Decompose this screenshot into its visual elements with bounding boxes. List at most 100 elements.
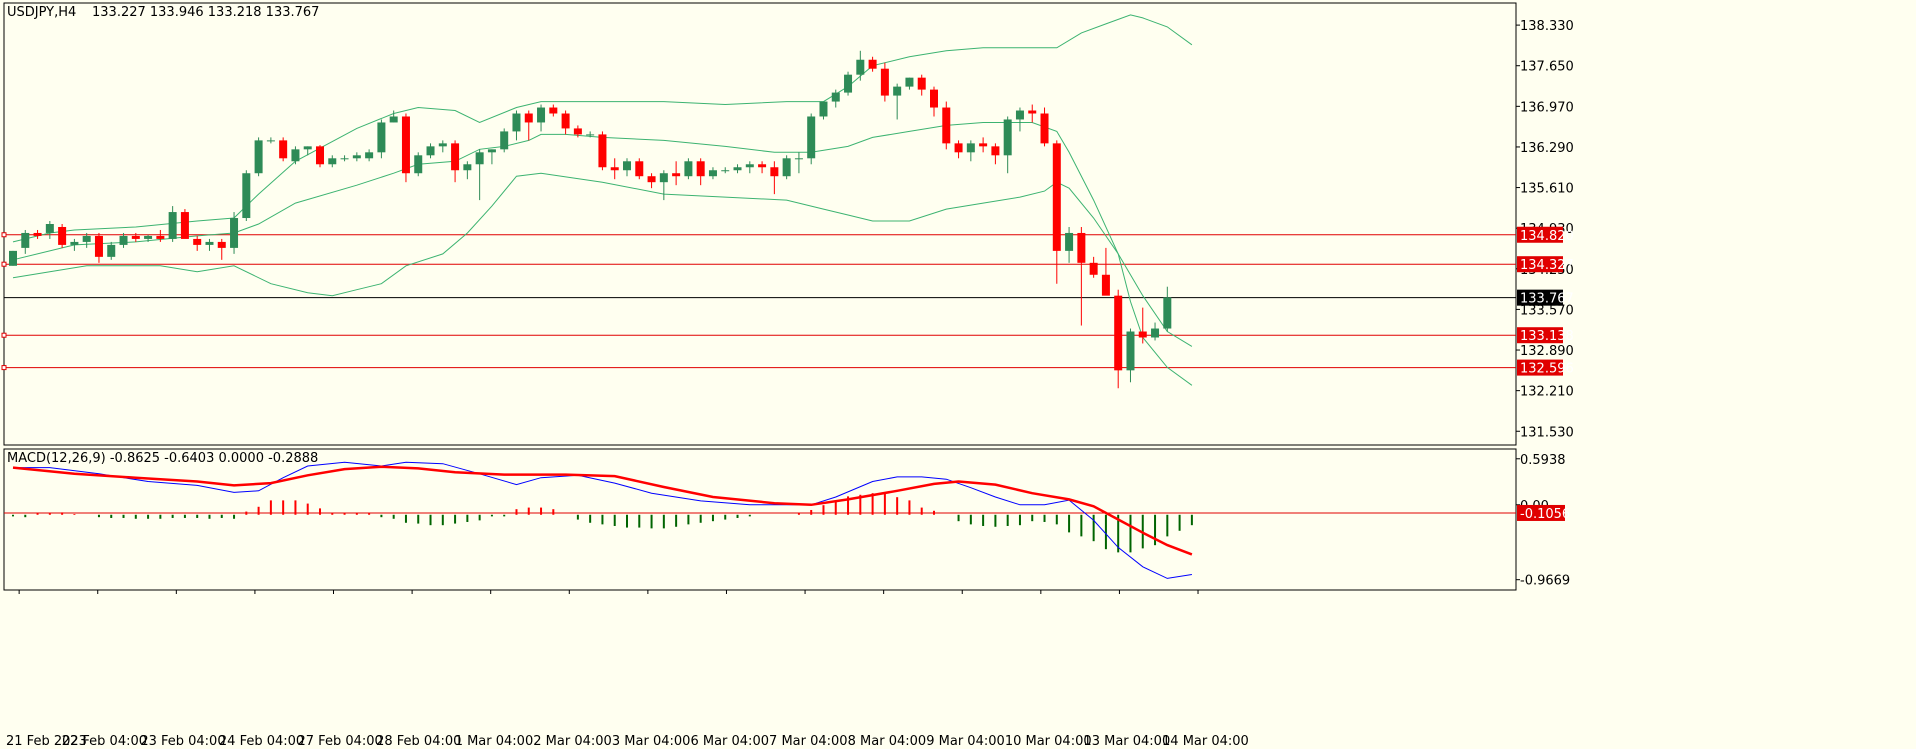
candle (1003, 116, 1012, 174)
hline-price-tag-label: 132.596 (1520, 362, 1574, 377)
time-tick-label: 10 Mar 04:00 (1005, 734, 1092, 749)
candle (365, 149, 374, 162)
candle (844, 71, 853, 96)
hline-anchor-1 (1, 261, 7, 267)
candle-body (807, 116, 816, 159)
candle-body (758, 164, 767, 168)
candle-body (659, 173, 668, 183)
candle-body (733, 167, 742, 171)
candle-body (1028, 110, 1037, 114)
symbol-label: USDJPY,H4 (7, 5, 76, 20)
candle-body (82, 235, 91, 242)
candle (1101, 247, 1110, 296)
candle (819, 101, 828, 120)
main-price-pane[interactable]: USDJPY,H4 133.227 133.946 133.218 133.76… (1, 2, 1517, 446)
candle-body (193, 238, 202, 245)
hline-price-tag (1517, 359, 1563, 376)
candle-body (1003, 119, 1012, 156)
time-tick-label: 13 Mar 04:00 (1083, 734, 1170, 749)
candle (266, 137, 275, 144)
candle-body (94, 235, 103, 257)
candle (242, 170, 251, 222)
candle-body (1015, 110, 1024, 120)
time-tick-label: 6 Mar 04:00 (690, 734, 769, 749)
hline-anchor-2 (1, 332, 7, 338)
hline-price-tag (1517, 226, 1563, 243)
support-resistance-lines (1, 232, 1516, 371)
candle (487, 149, 496, 165)
candle (659, 170, 668, 201)
candle-body (1077, 232, 1086, 263)
candle-body (230, 218, 239, 248)
candle (942, 101, 951, 150)
candle (340, 155, 349, 162)
candle (893, 83, 902, 120)
price-tick-label: 137.650 (1520, 60, 1574, 75)
macd-series-0 (13, 461, 1192, 579)
candle (512, 110, 521, 141)
candle (1163, 286, 1172, 332)
candle-body (58, 226, 67, 245)
bollinger-upper-line (12, 14, 1193, 243)
price-tick-label: 133.570 (1520, 303, 1574, 318)
candle-body (242, 173, 251, 219)
hline-price-tag-label: 134.327 (1520, 258, 1574, 273)
macd-pane[interactable]: MACD(12,26,9) -0.8625 -0.6403 0.0000 -0.… (3, 448, 1517, 591)
candle-body (954, 143, 963, 153)
candle (954, 140, 963, 159)
candle-body (794, 158, 803, 160)
candle (328, 155, 337, 168)
candle (598, 131, 607, 171)
bollinger-mid-line (12, 122, 1193, 386)
candle (1052, 140, 1061, 284)
candle-body (9, 250, 17, 266)
candle (230, 212, 239, 254)
candle-body (377, 122, 386, 153)
candle (217, 238, 226, 260)
candle-body (205, 241, 214, 245)
candle (745, 161, 754, 174)
candle (696, 158, 705, 186)
time-tick-label: 9 Mar 04:00 (926, 734, 1005, 749)
candle-body (279, 140, 288, 159)
candle (880, 62, 889, 102)
candle (463, 161, 472, 180)
candle (917, 74, 926, 96)
candle-body (1089, 262, 1098, 275)
candle-body (708, 170, 717, 177)
macd-series-1 (12, 465, 1193, 556)
candle-body (819, 101, 828, 117)
candle-body (930, 89, 938, 108)
macd-lines (12, 461, 1193, 579)
candle (1028, 104, 1037, 123)
candle-body (586, 134, 595, 136)
time-tick-label: 24 Feb 04:00 (219, 734, 304, 749)
candle (500, 128, 509, 153)
candle (107, 241, 116, 260)
candle-body (684, 161, 693, 177)
candle-body (266, 140, 275, 142)
candle-body (1126, 331, 1135, 371)
macd-tick-label: 0.5938 (1520, 453, 1566, 468)
time-tick-label: 1 Mar 04:00 (455, 734, 534, 749)
candle-body (844, 74, 853, 93)
candle-body (782, 158, 791, 177)
macd-value-tag-label: -0.1056 (1520, 507, 1570, 522)
candle (144, 234, 153, 242)
candle (316, 145, 324, 168)
time-tick-label: 14 Mar 04:00 (1162, 734, 1249, 749)
candle-body (291, 149, 300, 162)
candle (672, 161, 681, 186)
candle (1065, 226, 1074, 263)
main-pane-frame (3, 2, 1517, 446)
candle-body (721, 170, 730, 172)
candle (1089, 256, 1098, 278)
candle (807, 113, 816, 165)
candle-body (463, 164, 472, 171)
candle-body (1151, 328, 1160, 338)
candle (708, 167, 717, 180)
candle (635, 158, 644, 180)
